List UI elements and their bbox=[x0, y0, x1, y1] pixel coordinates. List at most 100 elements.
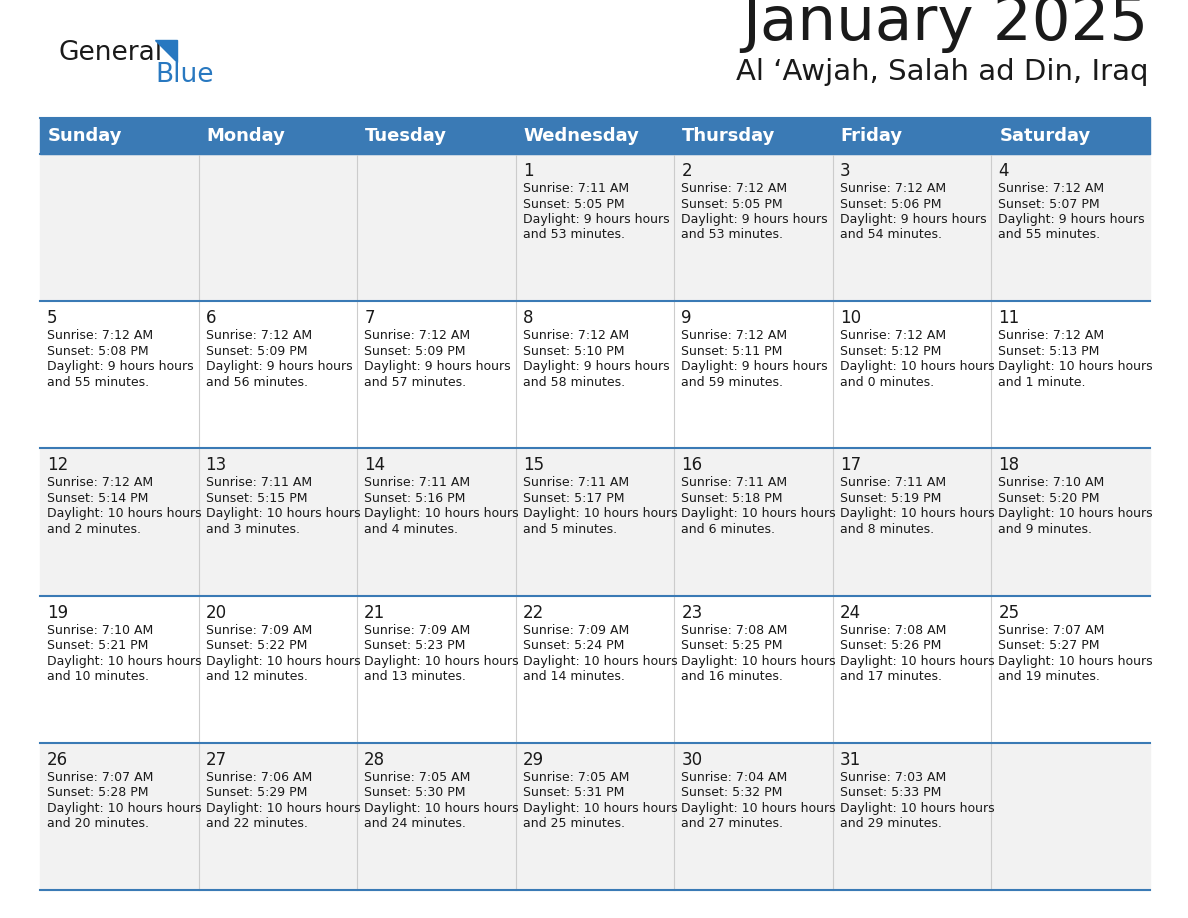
Text: Sunrise: 7:09 AM: Sunrise: 7:09 AM bbox=[523, 623, 628, 636]
Text: Sunset: 5:07 PM: Sunset: 5:07 PM bbox=[998, 197, 1100, 210]
Text: Daylight: 10 hours hours: Daylight: 10 hours hours bbox=[206, 655, 360, 667]
Text: 18: 18 bbox=[998, 456, 1019, 475]
Text: Sunset: 5:09 PM: Sunset: 5:09 PM bbox=[206, 344, 307, 358]
Text: Daylight: 10 hours hours: Daylight: 10 hours hours bbox=[206, 801, 360, 815]
Text: 6: 6 bbox=[206, 309, 216, 327]
Text: and 53 minutes.: and 53 minutes. bbox=[523, 229, 625, 241]
Text: Sunrise: 7:12 AM: Sunrise: 7:12 AM bbox=[998, 330, 1105, 342]
Text: Sunrise: 7:11 AM: Sunrise: 7:11 AM bbox=[365, 476, 470, 489]
Text: General: General bbox=[58, 40, 162, 66]
Bar bbox=[40, 596, 1150, 743]
Text: Sunrise: 7:08 AM: Sunrise: 7:08 AM bbox=[681, 623, 788, 636]
Text: Saturday: Saturday bbox=[999, 127, 1091, 145]
Text: Sunrise: 7:09 AM: Sunrise: 7:09 AM bbox=[206, 623, 311, 636]
Text: Sunrise: 7:04 AM: Sunrise: 7:04 AM bbox=[681, 771, 788, 784]
Text: Tuesday: Tuesday bbox=[365, 127, 447, 145]
Bar bbox=[40, 743, 1150, 890]
Text: Daylight: 9 hours hours: Daylight: 9 hours hours bbox=[523, 213, 669, 226]
Text: 10: 10 bbox=[840, 309, 861, 327]
Text: Sunset: 5:32 PM: Sunset: 5:32 PM bbox=[681, 787, 783, 800]
Text: and 54 minutes.: and 54 minutes. bbox=[840, 229, 942, 241]
Text: Sunset: 5:16 PM: Sunset: 5:16 PM bbox=[365, 492, 466, 505]
Text: Sunrise: 7:11 AM: Sunrise: 7:11 AM bbox=[523, 182, 628, 195]
Text: Sunset: 5:09 PM: Sunset: 5:09 PM bbox=[365, 344, 466, 358]
Text: and 0 minutes.: and 0 minutes. bbox=[840, 375, 934, 388]
Text: Sunset: 5:15 PM: Sunset: 5:15 PM bbox=[206, 492, 307, 505]
Text: Sunrise: 7:07 AM: Sunrise: 7:07 AM bbox=[998, 623, 1105, 636]
Text: Daylight: 9 hours hours: Daylight: 9 hours hours bbox=[840, 213, 986, 226]
Text: Sunset: 5:21 PM: Sunset: 5:21 PM bbox=[48, 639, 148, 652]
Text: and 3 minutes.: and 3 minutes. bbox=[206, 523, 299, 536]
Text: Sunset: 5:26 PM: Sunset: 5:26 PM bbox=[840, 639, 941, 652]
Text: 9: 9 bbox=[681, 309, 691, 327]
Text: Daylight: 10 hours hours: Daylight: 10 hours hours bbox=[365, 801, 519, 815]
Text: Sunset: 5:17 PM: Sunset: 5:17 PM bbox=[523, 492, 624, 505]
Text: Sunset: 5:30 PM: Sunset: 5:30 PM bbox=[365, 787, 466, 800]
Text: Sunrise: 7:11 AM: Sunrise: 7:11 AM bbox=[206, 476, 311, 489]
Text: Daylight: 10 hours hours: Daylight: 10 hours hours bbox=[48, 508, 202, 521]
Text: Daylight: 9 hours hours: Daylight: 9 hours hours bbox=[681, 360, 828, 374]
Text: Sunset: 5:14 PM: Sunset: 5:14 PM bbox=[48, 492, 148, 505]
Text: Sunrise: 7:12 AM: Sunrise: 7:12 AM bbox=[48, 330, 153, 342]
Text: 23: 23 bbox=[681, 604, 702, 621]
Text: Sunrise: 7:12 AM: Sunrise: 7:12 AM bbox=[840, 330, 946, 342]
Text: Daylight: 10 hours hours: Daylight: 10 hours hours bbox=[681, 655, 836, 667]
Text: Sunday: Sunday bbox=[48, 127, 122, 145]
Text: and 53 minutes.: and 53 minutes. bbox=[681, 229, 783, 241]
Text: and 20 minutes.: and 20 minutes. bbox=[48, 817, 148, 830]
Text: 2: 2 bbox=[681, 162, 691, 180]
Text: and 55 minutes.: and 55 minutes. bbox=[48, 375, 150, 388]
Text: Sunrise: 7:07 AM: Sunrise: 7:07 AM bbox=[48, 771, 153, 784]
Text: Sunset: 5:18 PM: Sunset: 5:18 PM bbox=[681, 492, 783, 505]
Text: Sunset: 5:23 PM: Sunset: 5:23 PM bbox=[365, 639, 466, 652]
Text: Sunset: 5:33 PM: Sunset: 5:33 PM bbox=[840, 787, 941, 800]
Text: and 13 minutes.: and 13 minutes. bbox=[365, 670, 466, 683]
Text: Daylight: 10 hours hours: Daylight: 10 hours hours bbox=[840, 508, 994, 521]
Text: and 55 minutes.: and 55 minutes. bbox=[998, 229, 1100, 241]
Text: Sunrise: 7:05 AM: Sunrise: 7:05 AM bbox=[365, 771, 470, 784]
Text: 8: 8 bbox=[523, 309, 533, 327]
Text: Daylight: 10 hours hours: Daylight: 10 hours hours bbox=[840, 655, 994, 667]
Text: 19: 19 bbox=[48, 604, 68, 621]
Text: and 56 minutes.: and 56 minutes. bbox=[206, 375, 308, 388]
Text: Sunrise: 7:12 AM: Sunrise: 7:12 AM bbox=[998, 182, 1105, 195]
Text: Daylight: 10 hours hours: Daylight: 10 hours hours bbox=[840, 801, 994, 815]
Text: Sunrise: 7:11 AM: Sunrise: 7:11 AM bbox=[681, 476, 788, 489]
Text: 14: 14 bbox=[365, 456, 385, 475]
Text: Sunset: 5:27 PM: Sunset: 5:27 PM bbox=[998, 639, 1100, 652]
Text: Wednesday: Wednesday bbox=[524, 127, 639, 145]
Text: Sunset: 5:22 PM: Sunset: 5:22 PM bbox=[206, 639, 307, 652]
Text: Daylight: 10 hours hours: Daylight: 10 hours hours bbox=[365, 655, 519, 667]
Text: Al ‘Awjah, Salah ad Din, Iraq: Al ‘Awjah, Salah ad Din, Iraq bbox=[735, 58, 1148, 86]
Text: Blue: Blue bbox=[154, 62, 214, 88]
Text: 15: 15 bbox=[523, 456, 544, 475]
Text: and 9 minutes.: and 9 minutes. bbox=[998, 523, 1093, 536]
Text: 11: 11 bbox=[998, 309, 1019, 327]
Text: and 29 minutes.: and 29 minutes. bbox=[840, 817, 942, 830]
Text: Daylight: 10 hours hours: Daylight: 10 hours hours bbox=[998, 508, 1154, 521]
Text: Sunrise: 7:12 AM: Sunrise: 7:12 AM bbox=[48, 476, 153, 489]
Text: Daylight: 9 hours hours: Daylight: 9 hours hours bbox=[681, 213, 828, 226]
Text: Daylight: 10 hours hours: Daylight: 10 hours hours bbox=[523, 508, 677, 521]
Text: 27: 27 bbox=[206, 751, 227, 768]
Text: Sunrise: 7:12 AM: Sunrise: 7:12 AM bbox=[523, 330, 628, 342]
Text: and 14 minutes.: and 14 minutes. bbox=[523, 670, 625, 683]
Text: Daylight: 10 hours hours: Daylight: 10 hours hours bbox=[365, 508, 519, 521]
Text: 17: 17 bbox=[840, 456, 861, 475]
Text: Sunrise: 7:10 AM: Sunrise: 7:10 AM bbox=[48, 623, 153, 636]
Text: Thursday: Thursday bbox=[682, 127, 776, 145]
Text: Daylight: 9 hours hours: Daylight: 9 hours hours bbox=[365, 360, 511, 374]
Text: 21: 21 bbox=[365, 604, 385, 621]
Text: Daylight: 9 hours hours: Daylight: 9 hours hours bbox=[48, 360, 194, 374]
Text: Sunset: 5:25 PM: Sunset: 5:25 PM bbox=[681, 639, 783, 652]
Text: Daylight: 9 hours hours: Daylight: 9 hours hours bbox=[206, 360, 352, 374]
Text: Daylight: 10 hours hours: Daylight: 10 hours hours bbox=[681, 801, 836, 815]
Text: Sunrise: 7:12 AM: Sunrise: 7:12 AM bbox=[681, 330, 788, 342]
Text: and 59 minutes.: and 59 minutes. bbox=[681, 375, 783, 388]
Text: Sunset: 5:29 PM: Sunset: 5:29 PM bbox=[206, 787, 307, 800]
Text: Sunset: 5:10 PM: Sunset: 5:10 PM bbox=[523, 344, 624, 358]
Text: and 58 minutes.: and 58 minutes. bbox=[523, 375, 625, 388]
Text: January 2025: January 2025 bbox=[741, 0, 1148, 53]
Text: Sunrise: 7:08 AM: Sunrise: 7:08 AM bbox=[840, 623, 946, 636]
Text: 29: 29 bbox=[523, 751, 544, 768]
